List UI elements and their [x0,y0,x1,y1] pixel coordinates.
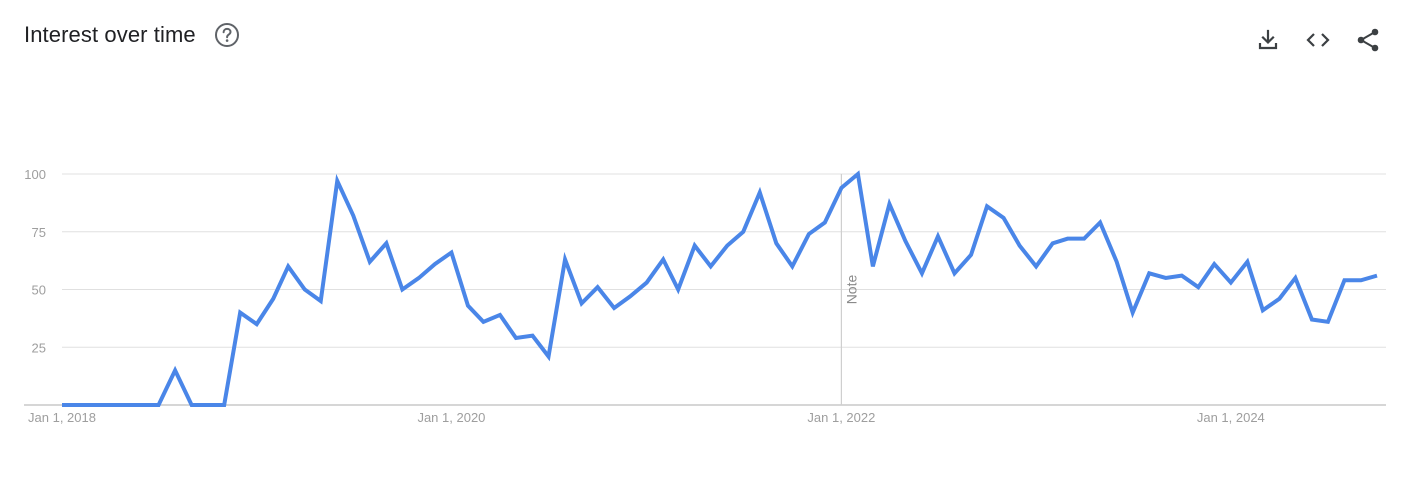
annotations: Note [840,174,859,405]
download-icon [1258,29,1278,50]
download-button[interactable] [1254,26,1282,54]
share-button[interactable] [1354,26,1382,54]
y-tick-label: 50 [32,283,46,298]
widget-header: Interest over time [24,22,240,48]
y-tick-label: 75 [32,225,46,240]
widget-actions [1254,26,1382,54]
grid [62,173,1386,348]
x-tick-label: Jan 1, 2020 [417,410,485,425]
series-line [62,170,1378,407]
x-tick-label: Jan 1, 2024 [1197,410,1265,425]
embed-button[interactable] [1304,26,1332,54]
embed-code-icon [1306,33,1330,47]
chart-title: Interest over time [24,22,196,47]
axes: 25 50 75 100 Jan 1, 2018 Jan 1, 2020 Jan 1, 20… [24,167,1386,425]
note-label: Note [843,275,859,305]
y-tick-label: 25 [32,340,46,355]
y-tick-label: 100 [24,167,46,182]
x-tick-label: Jan 1, 2018 [28,410,96,425]
share-icon [1357,28,1379,52]
series-layer [62,170,1378,407]
help-circle-icon[interactable] [214,22,240,48]
x-tick-label: Jan 1, 2022 [807,410,875,425]
